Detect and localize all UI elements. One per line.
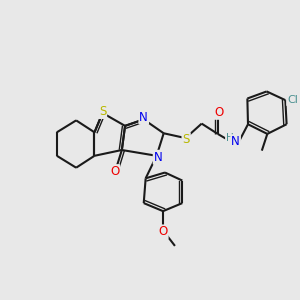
Text: N: N <box>231 135 240 148</box>
Text: H: H <box>226 133 234 143</box>
Text: O: O <box>110 165 119 178</box>
Text: S: S <box>182 133 190 146</box>
Text: N: N <box>140 111 148 124</box>
Text: O: O <box>214 106 224 119</box>
Text: N: N <box>154 151 162 164</box>
Text: O: O <box>158 225 168 239</box>
Text: S: S <box>99 105 106 118</box>
Text: Cl: Cl <box>287 95 298 105</box>
